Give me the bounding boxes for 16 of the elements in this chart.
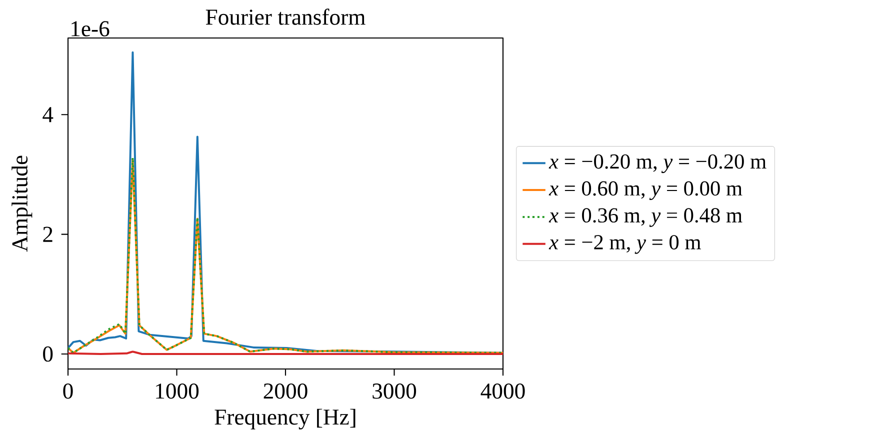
y-tick-label: 0 xyxy=(43,346,53,362)
legend-label: x = 0.36 m, y = 0.48 m xyxy=(548,208,742,227)
x-tick-label: 0 xyxy=(63,383,73,399)
legend-label: x = −0.20 m, y = −0.20 m xyxy=(548,154,766,174)
legend-label: x = −2 m, y = 0 m xyxy=(548,235,701,254)
x-tick-label: 1000 xyxy=(156,383,199,399)
x-tick-label: 2000 xyxy=(264,383,308,399)
y-axis-title: Amplitude xyxy=(12,156,32,252)
chart-title: Fourier transform xyxy=(206,8,366,25)
y-tick-label: 4 xyxy=(42,107,54,122)
x-tick-label: 4000 xyxy=(480,383,525,399)
text: 1e-6 xyxy=(72,21,110,36)
x-axis-title: Frequency [Hz] xyxy=(214,408,356,430)
y-tick-label: 2 xyxy=(43,226,52,242)
x-tick-label: 3000 xyxy=(372,383,416,399)
legend-label: x = 0.60 m, y = 0.00 m xyxy=(548,181,742,200)
